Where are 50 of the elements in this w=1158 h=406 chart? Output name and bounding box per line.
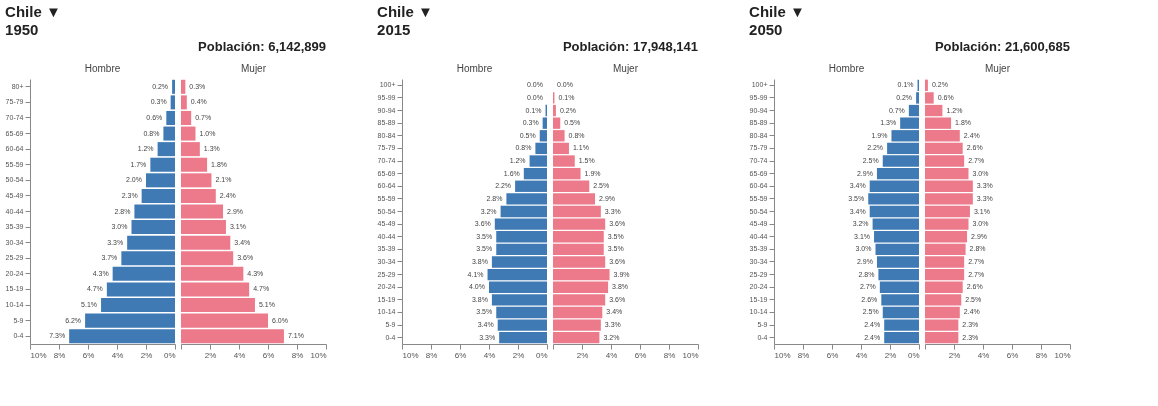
x-tick-label: 2%	[512, 350, 525, 360]
x-tick-label: 4%	[111, 350, 124, 360]
x-tick-label: 8%	[1035, 350, 1048, 360]
text: Mujer	[984, 63, 1011, 74]
text: Población: 17,948,141	[562, 39, 698, 54]
x-tick-label: 2%	[884, 350, 897, 360]
x-tick-label: 0%	[163, 350, 176, 360]
x-tick-label: 6%	[454, 350, 467, 360]
text: Hombre	[84, 63, 121, 74]
x-tick-label: 8%	[797, 350, 810, 360]
x-tick-label: 4%	[483, 350, 496, 360]
x-tick-label: 10%	[30, 350, 47, 360]
chart-subtitle: 2050	[749, 21, 783, 38]
text: Población: 6,142,899	[198, 39, 326, 54]
x-tick-label: 2%	[140, 350, 153, 360]
chart-title: Chile ▼	[377, 3, 433, 20]
x-tick-label: 6%	[262, 350, 275, 360]
x-tick-label: 2%	[948, 350, 961, 360]
text: Mujer	[612, 63, 639, 74]
text: Hombre	[456, 63, 493, 74]
x-tick-label: 8%	[425, 350, 438, 360]
x-tick-label: 4%	[233, 350, 246, 360]
x-tick-label: 10%	[1054, 350, 1071, 360]
text: Hombre	[828, 63, 865, 74]
x-tick-label: 0%	[907, 350, 920, 360]
x-tick-label: 10%	[310, 350, 327, 360]
text: Población: 21,600,685	[934, 39, 1070, 54]
chart-subtitle: 1950	[5, 21, 39, 38]
x-tick-label: 2%	[204, 350, 217, 360]
chart-title: Chile ▼	[749, 3, 805, 20]
x-tick-label: 8%	[53, 350, 66, 360]
chart-title: Chile ▼	[5, 3, 61, 20]
x-tick-label: 4%	[855, 350, 868, 360]
x-tick-label: 4%	[605, 350, 618, 360]
x-tick-label: 8%	[291, 350, 304, 360]
x-tick-label: 10%	[402, 350, 419, 360]
x-tick-label: 2%	[576, 350, 589, 360]
x-tick-label: 8%	[663, 350, 676, 360]
x-tick-label: 6%	[1006, 350, 1019, 360]
x-tick-label: 10%	[774, 350, 791, 360]
x-tick-label: 4%	[977, 350, 990, 360]
x-tick-label: 0%	[535, 350, 548, 360]
bar	[181, 298, 255, 313]
text: Mujer	[240, 63, 267, 74]
x-tick-label: 6%	[826, 350, 839, 360]
x-tick-label: 6%	[82, 350, 95, 360]
x-tick-label: 10%	[682, 350, 699, 360]
x-tick-label: 6%	[634, 350, 647, 360]
bar	[181, 110, 192, 125]
chart-subtitle: 2015	[377, 21, 411, 38]
